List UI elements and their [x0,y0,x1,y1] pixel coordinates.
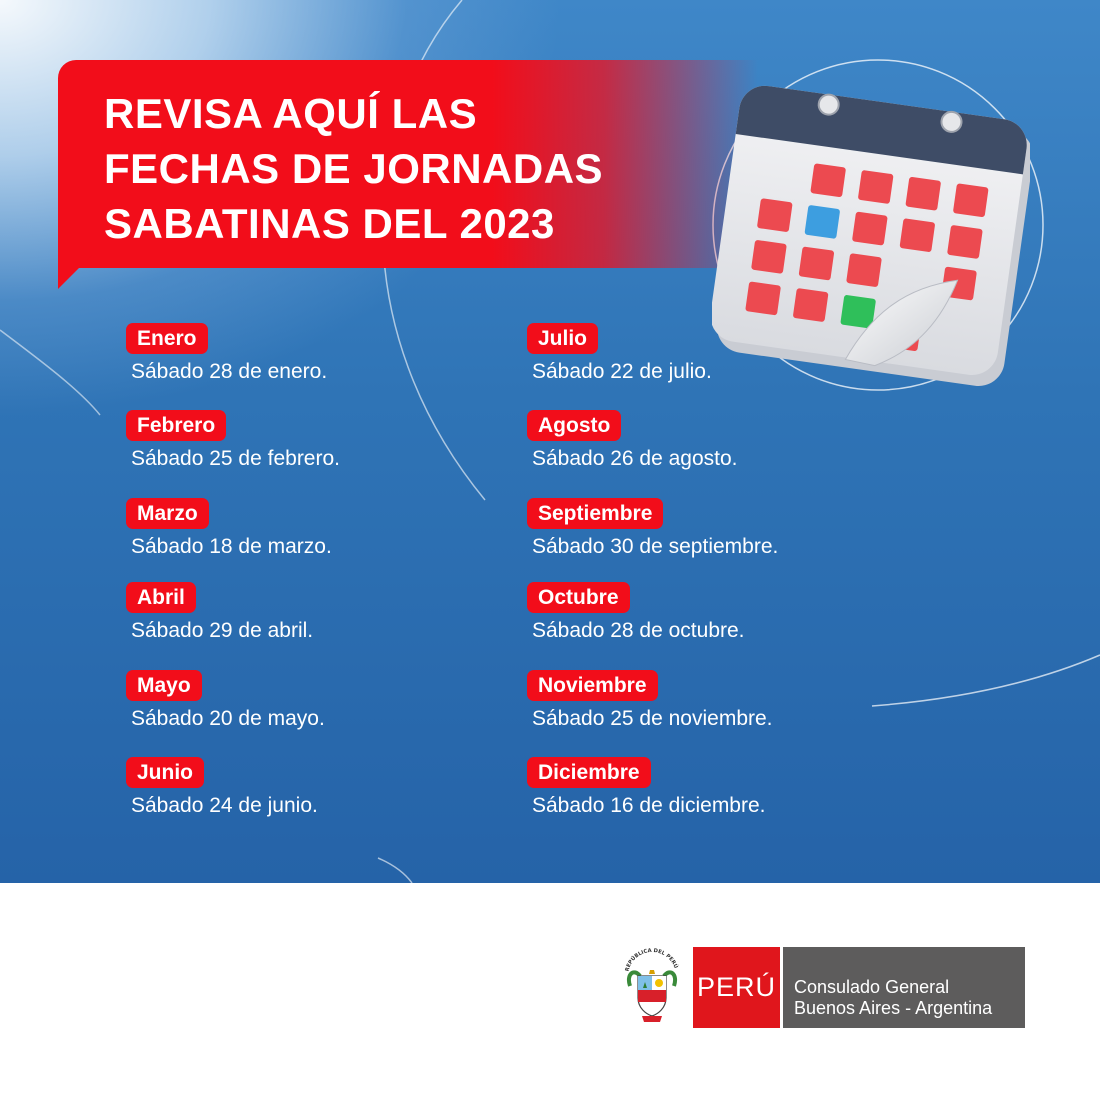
month-label: Septiembre [527,498,664,529]
month-label: Diciembre [527,757,651,788]
month-date: Sábado 24 de junio. [131,794,318,817]
month-label: Agosto [527,410,622,441]
month-label: Octubre [527,582,630,613]
headline-line-3: SABATINAS DEL 2023 [104,200,555,247]
month-entry: Agosto Sábado 26 de agosto. [527,410,738,471]
month-date: Sábado 30 de septiembre. [532,535,779,558]
month-label: Noviembre [527,670,658,701]
month-label: Enero [126,323,208,354]
month-entry: Junio Sábado 24 de junio. [126,757,318,818]
month-date: Sábado 28 de enero. [131,360,328,383]
month-entry: Septiembre Sábado 30 de septiembre. [527,498,778,559]
brand-name: PERÚ [693,947,780,1028]
institution-line-2: Buenos Aires - Argentina [794,998,993,1018]
month-date: Sábado 18 de marzo. [131,535,332,558]
month-date: Sábado 25 de noviembre. [532,707,773,730]
month-label: Junio [126,757,204,788]
month-date: Sábado 29 de abril. [131,619,314,642]
month-date: Sábado 20 de mayo. [131,707,325,730]
month-label: Marzo [126,498,209,529]
institution-line-1: Consulado General [794,977,950,997]
peru-brand-logo: PERÚ Consulado General Buenos Aires - Ar… [693,947,1025,1028]
month-entry: Marzo Sábado 18 de marzo. [126,498,332,559]
month-label: Febrero [126,410,227,441]
month-label: Julio [527,323,599,354]
seal-text: REPÚBLICA DEL PERÚ [624,948,679,972]
month-entry: Noviembre Sábado 25 de noviembre. [527,670,773,731]
headline-line-2: FECHAS DE JORNADAS [104,145,604,192]
month-label: Abril [126,582,196,613]
month-date: Sábado 28 de octubre. [532,619,745,642]
poster-background: REVISA AQUÍ LAS FECHAS DE JORNADAS SABAT… [0,0,1100,883]
coat-of-arms-icon: REPÚBLICA DEL PERÚ [624,948,680,1022]
calendar-icon [712,85,1030,386]
brand-divider [780,947,783,1028]
month-entry: Octubre Sábado 28 de octubre. [527,582,745,643]
month-entry: Febrero Sábado 25 de febrero. [126,410,340,471]
month-label: Mayo [126,670,202,701]
month-date: Sábado 22 de julio. [532,360,712,383]
month-date: Sábado 16 de diciembre. [532,794,766,817]
institution-name: Consulado General Buenos Aires - Argenti… [783,947,1025,1028]
headline-line-1: REVISA AQUÍ LAS [104,90,478,137]
headline-title: REVISA AQUÍ LAS FECHAS DE JORNADAS SABAT… [104,86,603,251]
headline-banner-tail [58,255,92,289]
headline-banner [58,60,758,268]
month-entry: Abril Sábado 29 de abril. [126,582,313,643]
month-entry: Enero Sábado 28 de enero. [126,323,327,384]
month-entry: Julio Sábado 22 de julio. [527,323,712,384]
month-date: Sábado 26 de agosto. [532,447,738,470]
month-entry: Diciembre Sábado 16 de diciembre. [527,757,766,818]
month-entry: Mayo Sábado 20 de mayo. [126,670,325,731]
month-date: Sábado 25 de febrero. [131,447,340,470]
